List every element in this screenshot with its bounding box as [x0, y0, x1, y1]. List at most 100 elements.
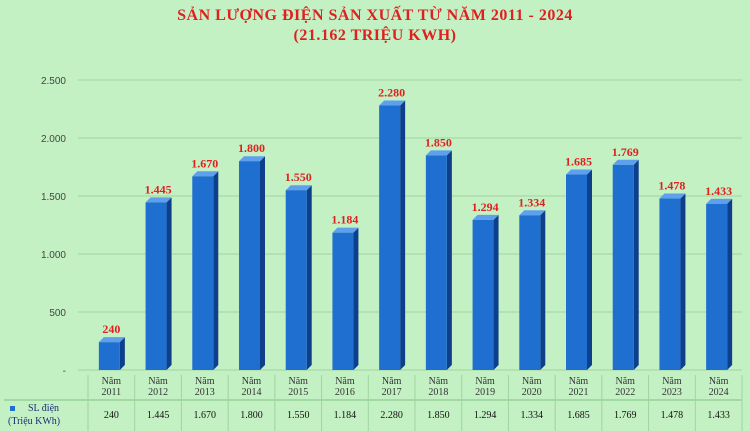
bar — [425, 150, 452, 370]
bar-front — [706, 203, 728, 370]
x-tick-label: Năm — [335, 376, 355, 387]
table-cell-value: 1.294 — [474, 410, 497, 421]
bar — [285, 185, 312, 370]
bar-top — [425, 150, 452, 156]
bar — [706, 198, 733, 370]
bar — [612, 159, 639, 370]
y-tick-label: 1.500 — [41, 192, 66, 203]
bar-front — [332, 232, 354, 370]
bar-side — [633, 159, 639, 370]
bar-side — [727, 198, 733, 370]
y-tick-label: 2.500 — [41, 76, 66, 87]
table-cell-value: 1.433 — [707, 410, 730, 421]
x-tick-label: Năm — [429, 376, 449, 387]
table-cell-value: 1.800 — [240, 410, 263, 421]
bar — [192, 171, 219, 370]
legend-swatch — [10, 406, 15, 411]
bar — [379, 100, 406, 371]
bar-front — [379, 105, 401, 371]
bar-side — [587, 169, 592, 370]
bar — [98, 337, 125, 370]
y-tick-label: 1.000 — [41, 250, 66, 261]
x-tick-label: Năm — [242, 376, 262, 387]
bar — [472, 214, 499, 370]
x-tick-label: 2011 — [102, 387, 122, 398]
bar-top — [145, 197, 172, 203]
x-tick-label: 2024 — [709, 387, 729, 398]
x-tick-label: 2013 — [195, 387, 215, 398]
bar — [145, 197, 172, 370]
x-tick-label: 2023 — [662, 387, 682, 398]
table-cell-value: 1.445 — [147, 410, 170, 421]
data-table: 240 1.445 1.670 1.800 1.550 1.184 2.280 1.850 1.… — [4, 375, 743, 431]
x-tick-label: 2022 — [615, 387, 635, 398]
bar-side — [213, 171, 219, 370]
table-cell-value: 1.478 — [661, 410, 684, 421]
x-axis-categories: Năm2011Năm2012Năm2013Năm2014Năm2015Năm20… — [102, 376, 729, 398]
data-label: 1.334 — [518, 195, 545, 209]
bar — [239, 156, 265, 370]
chart-title: SẢN LƯỢNG ĐIỆN SẢN XUẤT TỪ NĂM 2011 - 20… — [177, 7, 573, 24]
bar — [519, 210, 546, 370]
table-cell-value: 240 — [104, 410, 119, 421]
bar-side — [400, 100, 406, 371]
bars — [98, 100, 733, 371]
table-cell-value: 1.334 — [521, 410, 544, 421]
data-label: 1.478 — [658, 179, 685, 193]
data-label: 1.800 — [238, 141, 265, 155]
x-tick-label: Năm — [522, 376, 542, 387]
x-tick-label: Năm — [382, 376, 402, 387]
legend-label: (Triệu KWh) — [8, 416, 60, 427]
x-tick-label: 2015 — [288, 387, 308, 398]
data-label: 1.445 — [145, 182, 172, 196]
x-tick-label: Năm — [475, 376, 495, 387]
bar-top — [379, 100, 406, 106]
data-label: 1.670 — [191, 156, 218, 170]
bar-side — [353, 227, 359, 370]
bar-side — [680, 193, 686, 370]
bar-front — [566, 174, 587, 370]
bar-front — [519, 215, 541, 370]
x-tick-label: Năm — [615, 376, 635, 387]
data-label: 2.280 — [378, 86, 405, 100]
table-cell-value: 1.850 — [427, 410, 450, 421]
bar-top — [192, 171, 219, 177]
bar-top — [239, 156, 265, 162]
table-cell-value: 1.769 — [614, 410, 637, 421]
table-cell-value: 1.685 — [567, 410, 590, 421]
legend-label: SL điện — [28, 403, 59, 414]
data-label: 1.184 — [331, 213, 358, 227]
x-tick-label: 2014 — [242, 387, 262, 398]
data-label: 1.294 — [472, 200, 499, 214]
y-tick-label: 500 — [49, 308, 66, 319]
y-tick-label: - — [63, 366, 66, 377]
x-tick-label: Năm — [709, 376, 729, 387]
x-tick-label: 2020 — [522, 387, 542, 398]
x-tick-label: 2018 — [428, 387, 448, 398]
x-tick-label: Năm — [662, 376, 682, 387]
bar — [659, 193, 686, 370]
x-tick-label: Năm — [102, 376, 122, 387]
bar-top — [285, 185, 312, 191]
bar — [332, 227, 359, 370]
bar-front — [98, 342, 120, 370]
x-tick-label: 2021 — [569, 387, 589, 398]
bar-side — [166, 197, 172, 370]
data-label: 1.850 — [425, 135, 452, 149]
x-tick-label: 2019 — [475, 387, 495, 398]
x-tick-label: Năm — [569, 376, 589, 387]
table-cell-value: 1.550 — [287, 410, 310, 421]
bar-front — [659, 198, 681, 370]
data-label: 1.550 — [285, 170, 312, 184]
bar-top — [706, 198, 733, 204]
bar-top — [519, 210, 546, 216]
y-tick-label: 2.000 — [41, 134, 66, 145]
bar-side — [493, 214, 499, 370]
bar-top — [472, 214, 499, 220]
x-tick-label: Năm — [288, 376, 308, 387]
bar-top — [332, 227, 359, 233]
table-cell-value: 1.670 — [194, 410, 217, 421]
data-label: 1.769 — [612, 145, 639, 159]
bar-front — [285, 190, 307, 370]
bar-top — [659, 193, 686, 199]
